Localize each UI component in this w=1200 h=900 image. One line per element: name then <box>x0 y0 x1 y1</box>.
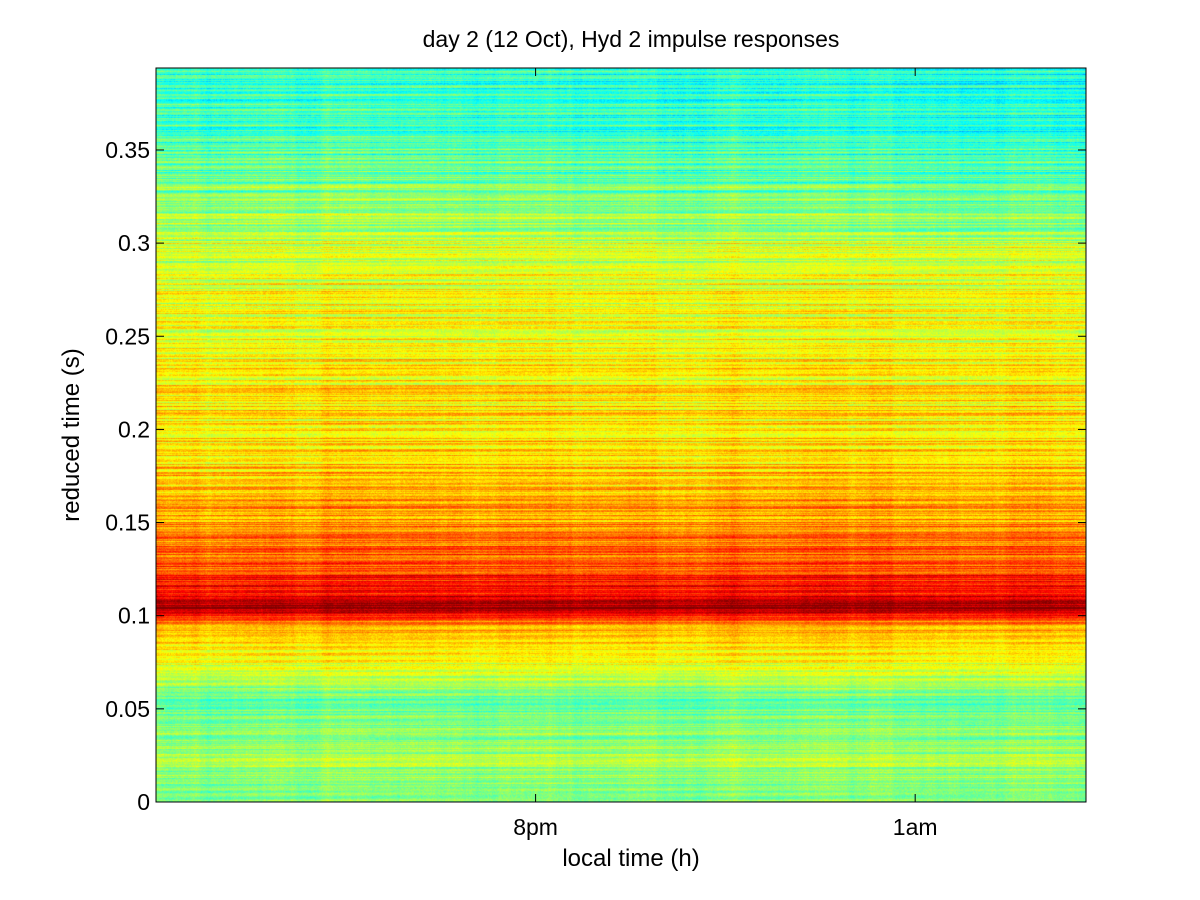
y-axis-label: reduced time (s) <box>58 348 85 521</box>
y-tick-label: 0.15 <box>105 510 150 536</box>
heatmap-image <box>156 68 1086 802</box>
y-tick-label: 0 <box>137 789 150 815</box>
y-axis: 0 0.05 0.1 0.15 0.2 0.25 0.3 0.35 <box>105 137 1086 815</box>
y-tick-label: 0.2 <box>118 416 150 442</box>
y-tick-label: 0.1 <box>118 603 150 629</box>
plot-frame <box>155 67 1087 803</box>
chart-title: day 2 (12 Oct), Hyd 2 impulse responses <box>423 26 840 52</box>
x-tick-label: 1am <box>893 814 938 840</box>
y-tick-label: 0.35 <box>105 137 150 163</box>
x-axis-label: local time (h) <box>562 845 699 872</box>
x-axis: 8pm1am6am <box>513 68 938 840</box>
x-tick-label: 8pm <box>513 814 558 840</box>
y-tick-label: 0.05 <box>105 696 150 722</box>
y-tick-label: 0.3 <box>118 230 150 256</box>
y-tick-label: 0.25 <box>105 323 150 349</box>
